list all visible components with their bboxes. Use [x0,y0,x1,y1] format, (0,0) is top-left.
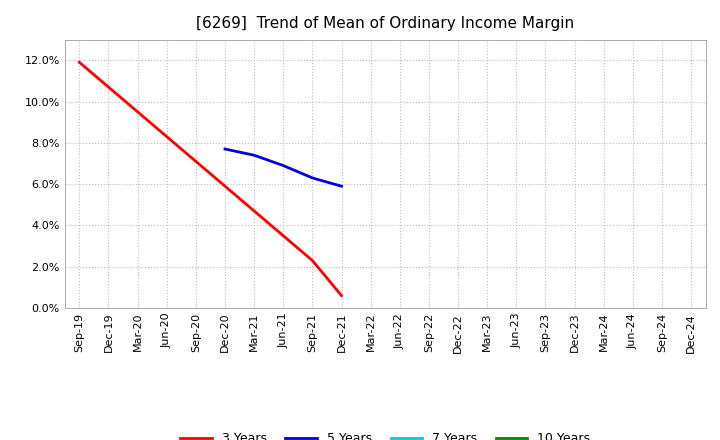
3 Years [104,84,113,90]
3 Years [337,293,346,298]
5 Years [337,183,346,189]
3 Years [133,109,142,114]
3 Years [192,159,200,164]
Title: [6269]  Trend of Mean of Ordinary Income Margin: [6269] Trend of Mean of Ordinary Income … [196,16,575,32]
5 Years [250,153,258,158]
Line: 5 Years: 5 Years [225,149,341,186]
Line: 3 Years: 3 Years [79,62,341,296]
3 Years [163,134,171,139]
5 Years [220,147,229,152]
3 Years [308,258,317,263]
5 Years [308,175,317,180]
5 Years [279,163,287,168]
3 Years [220,183,229,189]
Legend: 3 Years, 5 Years, 7 Years, 10 Years: 3 Years, 5 Years, 7 Years, 10 Years [176,427,595,440]
3 Years [75,60,84,65]
3 Years [279,233,287,238]
3 Years [250,208,258,213]
